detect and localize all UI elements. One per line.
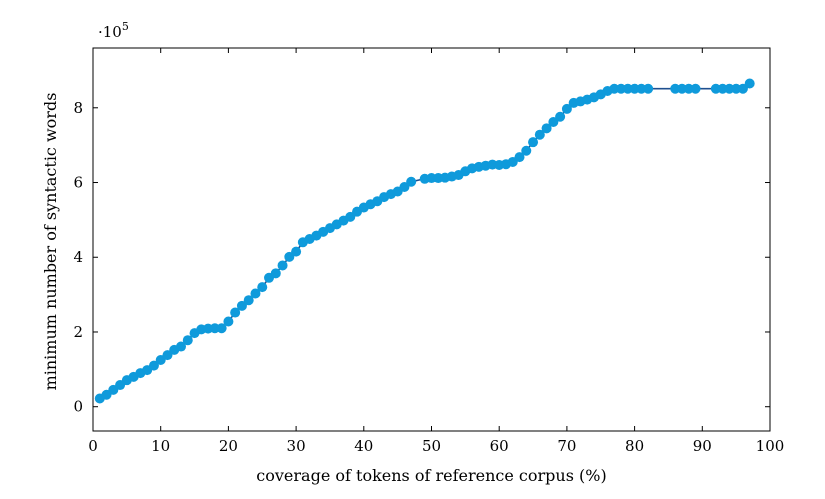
data-point [148, 360, 159, 371]
y-axis-label: minimum number of syntactic words [41, 93, 60, 391]
data-point [223, 316, 234, 327]
axis-frame [92, 47, 771, 432]
x-tick-label: 80 [625, 437, 644, 455]
y-axis-multiplier: ·105 [98, 20, 129, 41]
x-tick-label: 20 [219, 437, 238, 455]
x-tick-label: 90 [693, 437, 712, 455]
data-point [291, 246, 302, 257]
y-tick-label: 4 [73, 248, 83, 266]
x-tick-label: 70 [557, 437, 576, 455]
y-tick-label: 2 [73, 323, 83, 341]
data-point [744, 78, 755, 89]
data-point [230, 307, 241, 318]
data-point [555, 111, 566, 122]
data-point [521, 145, 532, 156]
y-axis-multiplier-base: ·10 [98, 23, 122, 41]
data-point [182, 335, 193, 346]
series-line [99, 82, 751, 400]
data-point [690, 83, 701, 94]
ticks: 0 10 20 30 40 50 60 70 80 90 100 0 2 4 6 8 [73, 48, 784, 455]
data-point [541, 123, 552, 134]
x-axis-label: coverage of tokens of reference corpus (… [256, 466, 606, 485]
y-tick-label: 8 [73, 99, 83, 117]
data-point [257, 282, 268, 293]
data-point [216, 323, 227, 334]
x-tick-label: 30 [287, 437, 306, 455]
x-tick-label: 10 [151, 437, 170, 455]
plot-area [94, 78, 755, 404]
data-point [737, 83, 748, 94]
data-point [406, 176, 417, 187]
data-point [243, 295, 254, 306]
data-point [399, 182, 410, 193]
data-point [643, 83, 654, 94]
y-axis-multiplier-exponent: 5 [122, 20, 129, 33]
y-tick-label: 6 [73, 174, 83, 192]
x-tick-label: 0 [88, 437, 98, 455]
data-point [176, 341, 187, 352]
x-tick-label: 50 [422, 437, 441, 455]
data-point [284, 251, 295, 262]
y-tick-label: 0 [73, 398, 83, 416]
data-point [561, 103, 572, 114]
data-point [548, 116, 559, 127]
data-point [345, 211, 356, 222]
x-tick-label: 100 [756, 437, 785, 455]
data-point [514, 152, 525, 163]
data-point [236, 300, 247, 311]
data-point [270, 268, 281, 279]
data-point [250, 288, 261, 299]
data-point [534, 129, 545, 140]
data-point [277, 260, 288, 271]
x-tick-label: 40 [354, 437, 373, 455]
data-point [528, 137, 539, 148]
x-tick-label: 60 [490, 437, 509, 455]
data-point [162, 350, 173, 361]
